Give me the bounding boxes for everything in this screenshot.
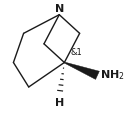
- Polygon shape: [64, 62, 99, 79]
- Text: N: N: [55, 4, 64, 14]
- Text: NH$_2$: NH$_2$: [100, 68, 125, 82]
- Text: &1: &1: [70, 48, 82, 57]
- Text: H: H: [55, 98, 64, 108]
